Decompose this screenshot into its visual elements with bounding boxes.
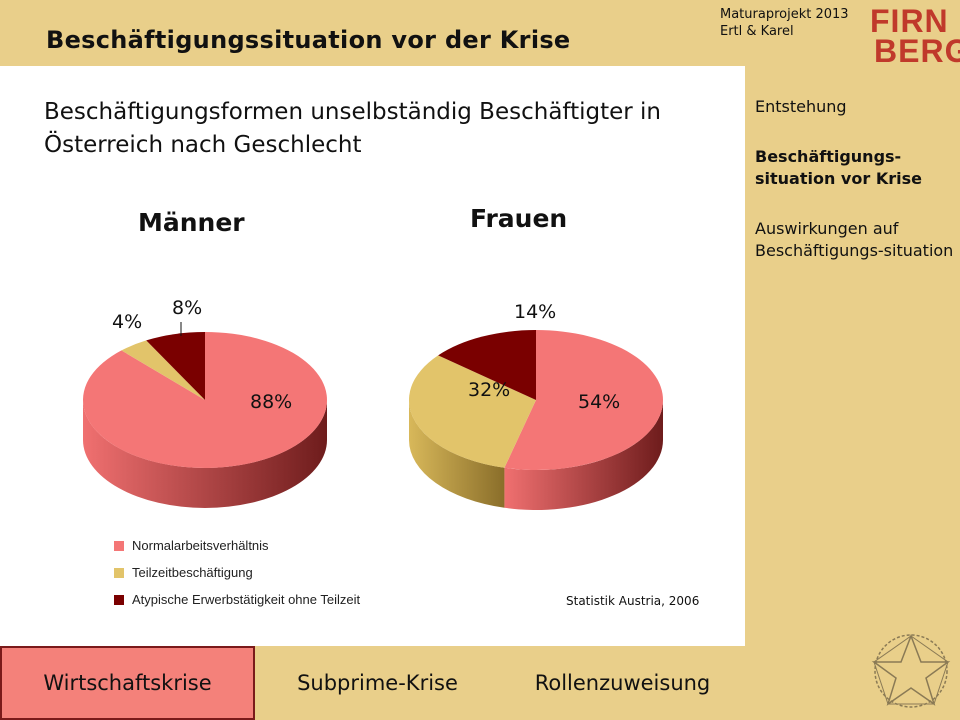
- nav-item-beschaeftigungssituation[interactable]: Beschäftigungs-situation vor Krise: [755, 146, 955, 190]
- pie-0-slice-teilzeit: [121, 340, 205, 400]
- top-bar: Beschäftigungssituation vor der Krise Ma…: [0, 0, 960, 66]
- pie-1-label-teilzeit: 32%: [468, 379, 510, 401]
- nav-item-beschaeftigungssituation-label: Beschäftigungs-situation vor Krise: [755, 147, 922, 188]
- source-label: Statistik Austria, 2006: [566, 594, 700, 608]
- pie-0-slice-atypisch: [146, 332, 205, 400]
- pie-0-side-normal: [83, 400, 327, 508]
- tab-subprime-krise[interactable]: Subprime-Krise: [297, 671, 458, 695]
- logo-text-bottom: BERG: [874, 33, 960, 64]
- legend: Normalarbeitsverhältnis Teilzeitbeschäft…: [114, 532, 360, 613]
- pie-1-side-teilzeit: [409, 400, 505, 508]
- pie-1-label-normal: 54%: [578, 391, 620, 413]
- chart-title: Beschäftigungsformen unselbständig Besch…: [44, 99, 662, 158]
- legend-swatch-teilzeit: [114, 567, 124, 578]
- slide-title: Beschäftigungssituation vor der Krise: [46, 26, 571, 54]
- nav-item-entstehung[interactable]: Entstehung: [755, 97, 847, 116]
- project-label: Maturaprojekt 2013: [720, 7, 849, 22]
- pie-0-label-teilzeit: 4%: [112, 311, 142, 333]
- authors-label: Ertl & Karel: [720, 24, 794, 39]
- bottom-tab-bar: Wirtschaftskrise Subprime-Krise Rollenzu…: [0, 646, 960, 720]
- legend-item-atypisch: Atypische Erwerbstätigkeit ohne Teilzeit: [114, 586, 360, 613]
- legend-swatch-atypisch: [114, 594, 124, 605]
- pie-0-slice-normal: [83, 332, 328, 468]
- pie-0-label-normal: 88%: [250, 391, 292, 413]
- firnberg-logo: FIRN BERG: [870, 3, 960, 64]
- legend-item-teilzeit: Teilzeitbeschäftigung: [114, 559, 360, 586]
- legend-label-teilzeit: Teilzeitbeschäftigung: [132, 565, 253, 580]
- legend-swatch-normal: [114, 540, 124, 551]
- pie-1-slice-atypisch: [438, 330, 536, 400]
- legend-label-normal: Normalarbeitsverhältnis: [132, 538, 269, 553]
- pie-0-label-atypisch: 8%: [172, 297, 202, 319]
- tab-wirtschaftskrise[interactable]: Wirtschaftskrise: [0, 646, 255, 720]
- legend-item-normal: Normalarbeitsverhältnis: [114, 532, 360, 559]
- logo-text-top: FIRN: [870, 3, 949, 39]
- nav-item-auswirkungen[interactable]: Auswirkungen auf Beschäftigungs-situatio…: [755, 219, 954, 260]
- pie-title-women: Frauen: [470, 204, 568, 233]
- pie-title-men: Männer: [138, 208, 245, 237]
- side-nav: Entstehung Beschäftigungs-situation vor …: [755, 96, 955, 290]
- pie-men: [83, 332, 328, 508]
- pie-1-side-normal: [504, 400, 663, 510]
- tab-rollenzuweisung[interactable]: Rollenzuweisung: [534, 671, 711, 695]
- pie-1-label-atypisch: 14%: [514, 301, 556, 323]
- legend-label-atypisch: Atypische Erwerbstätigkeit ohne Teilzeit: [132, 592, 361, 607]
- pie-1-slice-teilzeit: [408, 355, 536, 468]
- pie-1-slice-normal: [504, 330, 664, 470]
- pie-women: [408, 330, 664, 510]
- percent-labels: 88% 4% 8% 54% 32% 14%: [112, 297, 620, 413]
- pie-charts: 88% 4% 8% 54% 32% 14%: [83, 297, 664, 510]
- content-panel: Beschäftigungsformen unselbständig Besch…: [0, 66, 745, 646]
- star-emblem-icon: [871, 633, 951, 708]
- project-info: Maturaprojekt 2013 Ertl & Karel: [720, 6, 849, 40]
